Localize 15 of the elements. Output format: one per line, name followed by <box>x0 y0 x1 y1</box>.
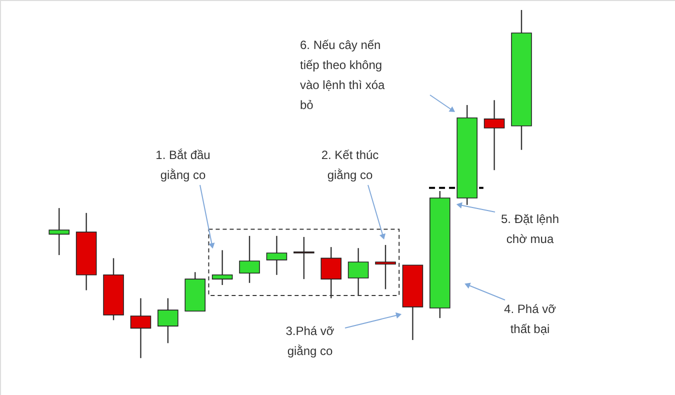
candlestick <box>375 244 396 290</box>
candlestick <box>212 250 233 286</box>
annotation: 5. Đặt lệnh chờ mua <box>500 212 560 246</box>
candlestick <box>239 235 260 284</box>
annotation: 6. Nếu cây nến tiếp theo không vào lệnh thì xóa bỏ <box>300 38 386 112</box>
annotation: 1. Bắt đầu giằng co <box>156 148 210 182</box>
candlestick <box>484 100 505 171</box>
annotation: 3.Phá vỡ giằng co <box>286 324 334 358</box>
candlestick <box>158 298 178 344</box>
candlestick <box>48 207 70 256</box>
annotation: 2. Kết thúc giằng co <box>321 148 379 182</box>
candlestick <box>130 298 152 359</box>
annotation: 4. Phá vỡ thất bại <box>504 302 556 336</box>
candlestick <box>294 236 314 280</box>
candlestick <box>266 235 288 276</box>
